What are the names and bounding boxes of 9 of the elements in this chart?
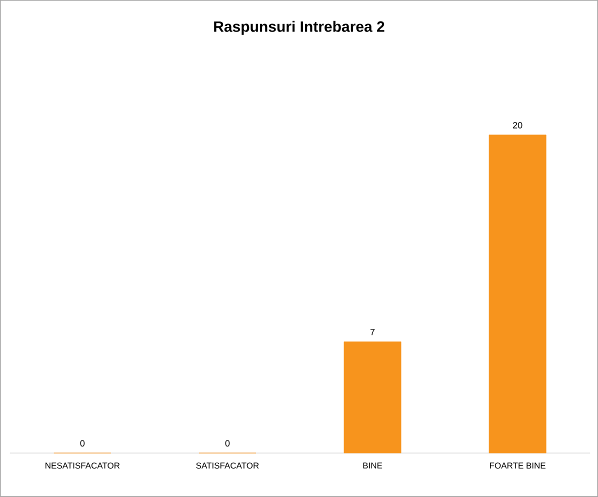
data-label: 0 (225, 440, 230, 447)
data-label: 0 (80, 440, 85, 447)
x-tick-label: NESATISFACATOR (46, 462, 120, 469)
chart-title: Raspunsuri Intrebarea 2 (214, 20, 384, 35)
x-tick-label: FOARTE BINE (490, 462, 546, 469)
data-label: 20 (513, 122, 522, 128)
x-tick-label: BINE (363, 462, 382, 468)
x-tick-label: SATISFACATOR (196, 462, 259, 469)
data-label: 7 (370, 328, 375, 336)
